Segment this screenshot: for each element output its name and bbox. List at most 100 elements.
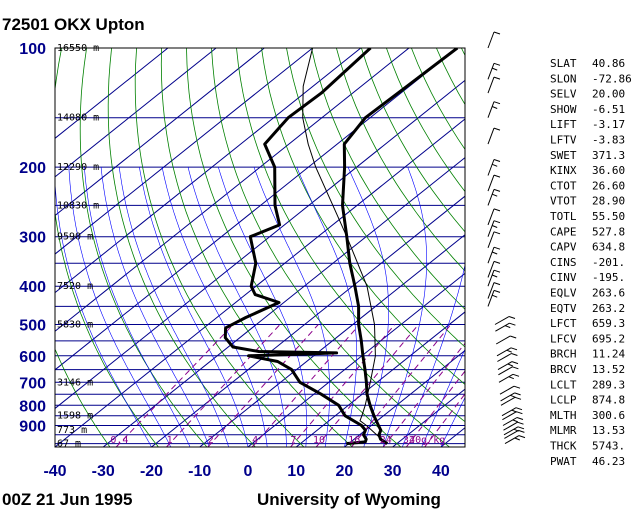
height-label: 16550 m (57, 43, 99, 54)
dewpoint-trace (223, 48, 372, 446)
index-value: -195. (592, 271, 625, 284)
wind-barb-flag (513, 428, 519, 432)
temperature-tick-label: -40 (43, 463, 66, 480)
wind-barb-flag (493, 260, 501, 264)
moist-adiabat-line (139, 167, 249, 447)
wind-barb-staff (497, 361, 513, 371)
temperature-tick-label: 40 (432, 463, 450, 480)
wind-barb (487, 174, 501, 192)
wind-barb (498, 373, 520, 383)
wind-barb-staff (487, 247, 495, 264)
wind-barb-flag (493, 159, 501, 162)
wind-barb-flag (493, 31, 501, 35)
index-name: VTOT (550, 195, 577, 208)
dry-adiabat-line (336, 48, 465, 272)
wind-barb-flag (517, 421, 524, 425)
temperature-trace (341, 48, 459, 445)
index-value: -72.86 (592, 72, 632, 85)
mixing-ratio-line (315, 324, 419, 447)
wind-barb-staff (487, 101, 495, 118)
wind-barb (487, 246, 501, 264)
moist-adiabat-line (118, 167, 229, 447)
index-value: 40.86 (592, 57, 625, 70)
wind-barb-flag (516, 417, 524, 420)
wind-barb (487, 159, 501, 176)
height-label: 1598 m (57, 411, 93, 422)
mixing-ratio-label: 16 (348, 435, 360, 446)
wind-barb-staff (502, 411, 517, 421)
wind-barb (503, 421, 524, 431)
dry-adiabat-line (211, 48, 450, 447)
wind-barb-staff (501, 407, 517, 417)
index-value: 659.3 (592, 317, 625, 330)
index-value: 28.90 (592, 195, 625, 208)
dry-adiabat-line (55, 48, 159, 447)
dry-adiabat-line (361, 48, 465, 233)
index-name: THCK (550, 440, 577, 453)
index-name: SHOW (550, 103, 577, 116)
mixing-ratio-line (166, 324, 281, 447)
mixing-ratio-label: 2 (208, 435, 214, 446)
wind-barb-flag (493, 76, 501, 80)
moist-adiabat-line (55, 177, 152, 447)
wind-barb-flag (510, 394, 516, 398)
dry-adiabat-line (160, 48, 353, 447)
wind-barb-staff (487, 220, 495, 237)
index-name: PWAT (550, 455, 577, 468)
height-label: 9590 m (57, 232, 93, 243)
wind-barb (487, 127, 501, 145)
height-label: 5830 m (57, 320, 93, 331)
wind-barb-flag (510, 335, 517, 339)
dry-adiabat-line (286, 48, 465, 348)
index-name: LFCV (550, 332, 577, 345)
dry-adiabat-line (261, 48, 465, 385)
wind-barb-flag (492, 193, 498, 197)
wind-barb (500, 396, 522, 406)
wind-barb-staff (496, 347, 512, 357)
index-value: 371.3 (592, 149, 625, 162)
index-value: 263.6 (592, 287, 625, 300)
moist-adiabat-line (68, 167, 172, 447)
moist-adiabat-line (440, 396, 465, 447)
height-label: 773 m (57, 425, 87, 436)
wind-barb-staff (495, 335, 511, 345)
wind-barb-flag (509, 322, 516, 326)
dry-adiabat-line (79, 48, 208, 447)
station-title: 72501 OKX Upton (2, 15, 145, 34)
wind-barb-staff (487, 270, 495, 287)
date-label: 00Z 21 Jun 1995 (2, 490, 132, 509)
dry-adiabat-line (107, 48, 256, 447)
wind-barb-staff (495, 322, 510, 332)
wind-barb-flag (517, 426, 525, 430)
isotherm-line (344, 349, 465, 447)
moist-adiabat-line (296, 166, 358, 447)
temperature-tick-label: 10 (287, 463, 305, 480)
index-name: CAPV (550, 241, 577, 254)
index-value: 26.60 (592, 179, 625, 192)
index-name: EQLV (550, 287, 577, 300)
index-value: -3.83 (592, 134, 625, 147)
wind-barb-staff (500, 396, 516, 406)
mixing-ratio-line (405, 370, 465, 447)
wind-barb-flag (514, 392, 521, 396)
wind-barb-staff (487, 290, 495, 307)
wind-barb-flag (492, 274, 498, 278)
wind-barb (487, 282, 501, 299)
wind-barb-flag (505, 325, 511, 329)
index-name: CTOT (550, 179, 577, 192)
wind-barb (487, 76, 501, 94)
mixing-ratio-label: 24 (380, 435, 392, 446)
wind-barb-flag (493, 188, 501, 192)
wind-barb-staff (487, 76, 495, 94)
moist-adiabat-line (253, 166, 331, 447)
wind-barb-flag (516, 411, 523, 415)
wind-barb-staff (500, 392, 515, 402)
wind-barb (487, 208, 501, 226)
wind-barb-staff (487, 282, 495, 299)
index-name: EQTV (550, 302, 577, 315)
pressure-tick-label: 400 (19, 279, 46, 296)
wind-barb-flag (493, 269, 501, 273)
wind-barb-flag (493, 282, 501, 286)
index-value: 5743. (592, 440, 625, 453)
index-value: 46.23 (592, 455, 625, 468)
